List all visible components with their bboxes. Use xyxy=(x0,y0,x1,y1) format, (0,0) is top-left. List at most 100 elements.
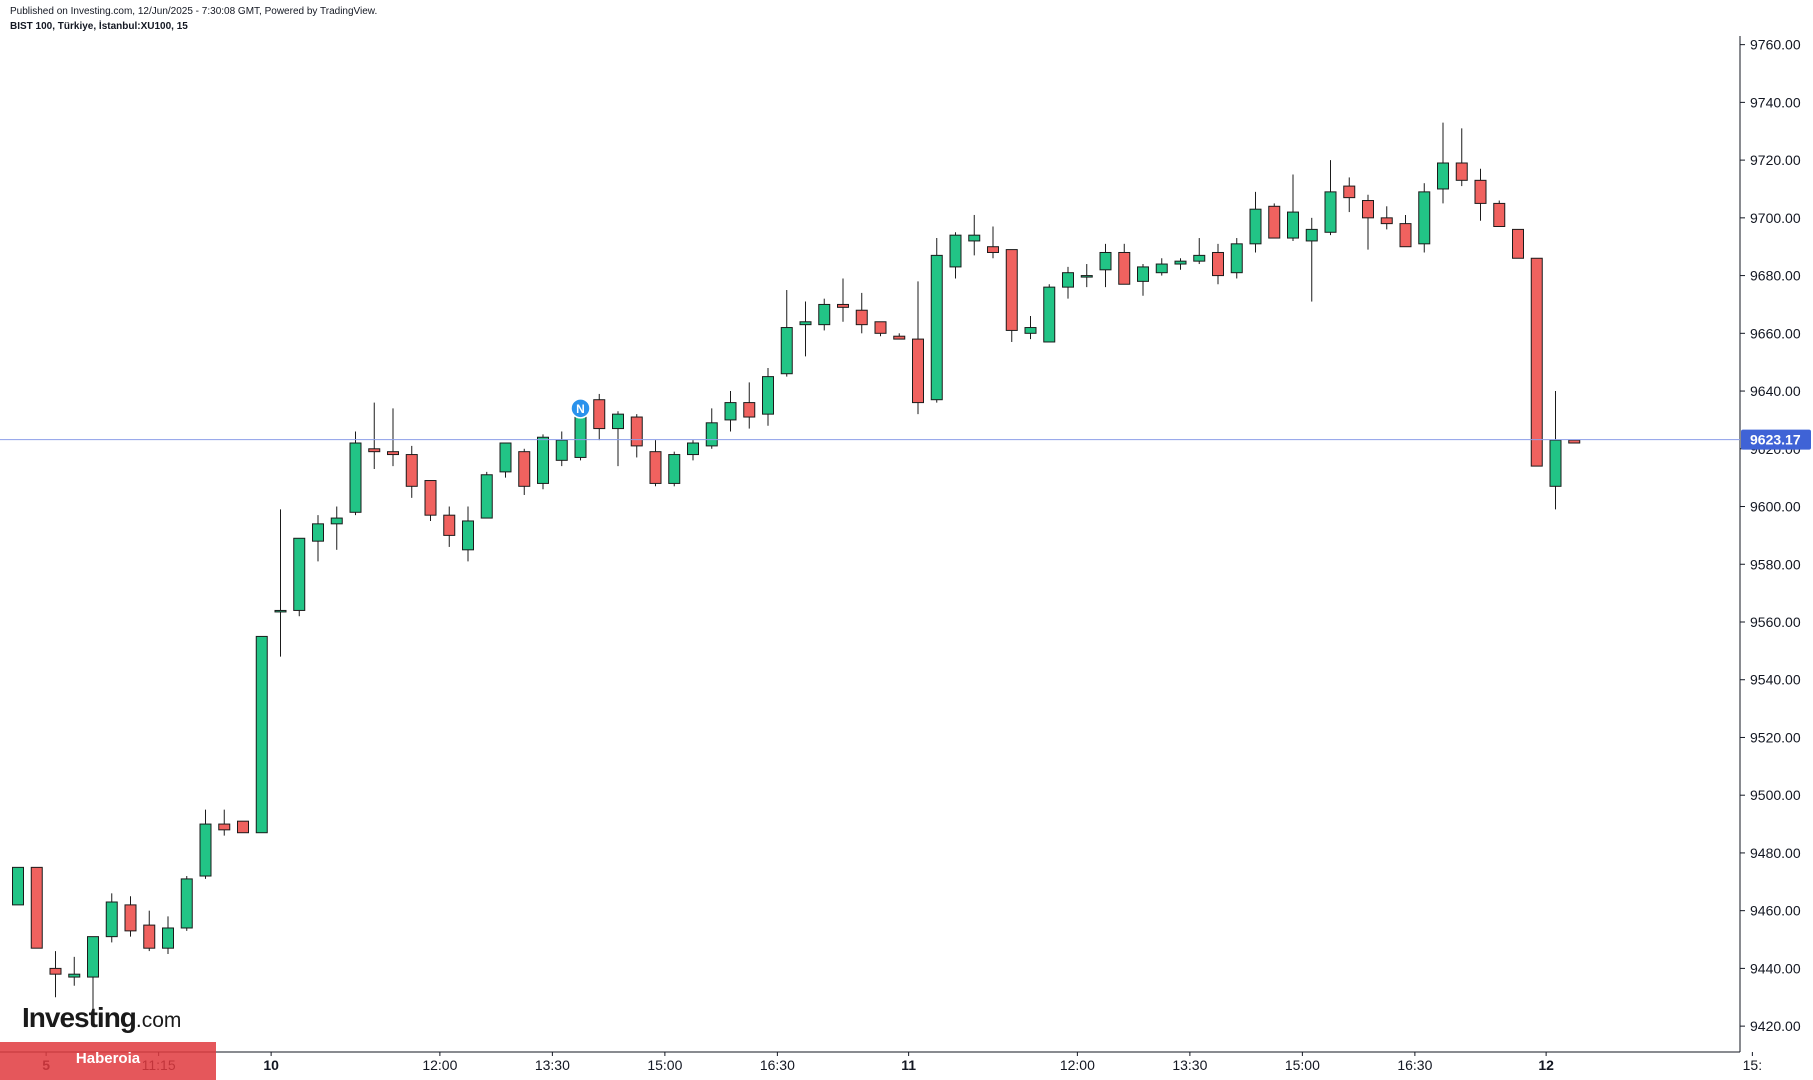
candle-body xyxy=(1024,327,1037,334)
price-tick-label: 9600.00 xyxy=(1750,499,1801,515)
news-marker-label: N xyxy=(576,402,585,416)
candle xyxy=(705,408,718,449)
candle-body xyxy=(874,321,887,334)
candle-body xyxy=(593,399,606,430)
price-tick-label: 9640.00 xyxy=(1750,383,1801,399)
candle xyxy=(912,281,924,415)
candle xyxy=(12,866,24,906)
candle-body xyxy=(162,927,174,949)
candle-body xyxy=(799,321,812,326)
candle-body xyxy=(1249,208,1262,245)
candle-body xyxy=(1268,205,1281,239)
candle-body xyxy=(199,823,212,877)
candle-body xyxy=(949,234,962,268)
candle-body xyxy=(1437,162,1449,190)
candle xyxy=(1455,128,1468,187)
candle-body xyxy=(968,234,981,242)
candle xyxy=(537,434,549,490)
time-axis[interactable]: 511:151012:0013:3015:0016:301112:0013:30… xyxy=(0,1051,1762,1073)
candle xyxy=(1343,177,1356,213)
time-tick-label: 13:30 xyxy=(1172,1057,1207,1073)
last-price-label: 9623.17 xyxy=(1750,432,1801,448)
candle xyxy=(630,414,643,458)
candle-body xyxy=(218,823,231,831)
candle xyxy=(274,509,287,657)
candle xyxy=(480,471,493,519)
candle xyxy=(349,431,362,516)
price-axis[interactable]: 9420.00 9440.00 9460.00 9480.00 9500.00 9520.… xyxy=(1739,36,1801,1052)
candle xyxy=(387,408,399,467)
time-tick-label: 15: xyxy=(1743,1057,1762,1073)
candle-body xyxy=(30,866,43,949)
candle xyxy=(762,367,774,426)
time-tick-label: 13:30 xyxy=(535,1057,570,1073)
candle-body xyxy=(855,309,868,326)
candle xyxy=(724,391,737,432)
candle xyxy=(837,278,849,322)
candle xyxy=(1212,243,1224,285)
candle-body xyxy=(499,442,512,473)
candle xyxy=(1418,183,1431,253)
price-tick-label: 9440.00 xyxy=(1750,960,1801,976)
time-tick-label: 12:00 xyxy=(1060,1057,1095,1073)
candle xyxy=(1493,200,1506,228)
candle xyxy=(143,910,156,952)
candle xyxy=(68,956,81,986)
candle-body xyxy=(180,878,193,929)
candle-body xyxy=(1380,217,1393,225)
candle xyxy=(1362,194,1374,250)
candle xyxy=(30,866,43,949)
candle xyxy=(180,876,193,931)
candle xyxy=(105,893,118,943)
candle xyxy=(162,916,174,954)
candle-body xyxy=(443,514,456,536)
candle-body xyxy=(49,967,62,975)
candle xyxy=(312,515,324,562)
candle-body xyxy=(1530,257,1543,467)
candle-body xyxy=(780,327,793,375)
candle-body xyxy=(987,246,999,253)
candle-body xyxy=(312,523,324,542)
candle-body xyxy=(368,448,381,453)
candle-body xyxy=(1230,243,1243,274)
candle-body xyxy=(1212,251,1224,277)
candle-body xyxy=(1043,286,1056,343)
candle xyxy=(1549,391,1562,510)
price-tick-label: 9520.00 xyxy=(1750,729,1801,745)
candle-body xyxy=(818,303,831,326)
candle-body xyxy=(1324,191,1337,233)
candle-body xyxy=(1193,254,1206,262)
candle-body xyxy=(143,924,156,949)
time-tick-label: 11 xyxy=(901,1057,916,1073)
candle xyxy=(1249,191,1262,253)
candle xyxy=(255,635,268,834)
time-tick-label: 10 xyxy=(263,1057,279,1073)
candle xyxy=(1043,284,1056,343)
candle-body xyxy=(1474,179,1487,204)
candle xyxy=(1118,243,1131,285)
candle-body xyxy=(424,480,437,516)
candle xyxy=(87,936,99,1015)
candle xyxy=(1380,206,1393,230)
candle xyxy=(1474,168,1487,221)
candle-body xyxy=(649,451,662,484)
candle-body xyxy=(330,517,343,525)
candle-body xyxy=(1080,275,1093,278)
candles-layer xyxy=(12,122,1581,1015)
candle xyxy=(518,448,531,495)
candle-body xyxy=(387,451,399,456)
candle xyxy=(649,440,662,487)
candle xyxy=(424,480,437,521)
candle-body xyxy=(274,609,287,613)
candle-body xyxy=(1568,439,1581,444)
candle-body xyxy=(555,439,568,461)
candle xyxy=(1062,266,1074,299)
candle xyxy=(612,411,624,467)
candle-body xyxy=(1062,272,1074,288)
candle xyxy=(555,431,568,467)
candle xyxy=(218,809,231,836)
candle xyxy=(368,402,381,469)
candle xyxy=(237,820,249,834)
candle-body xyxy=(405,454,418,487)
